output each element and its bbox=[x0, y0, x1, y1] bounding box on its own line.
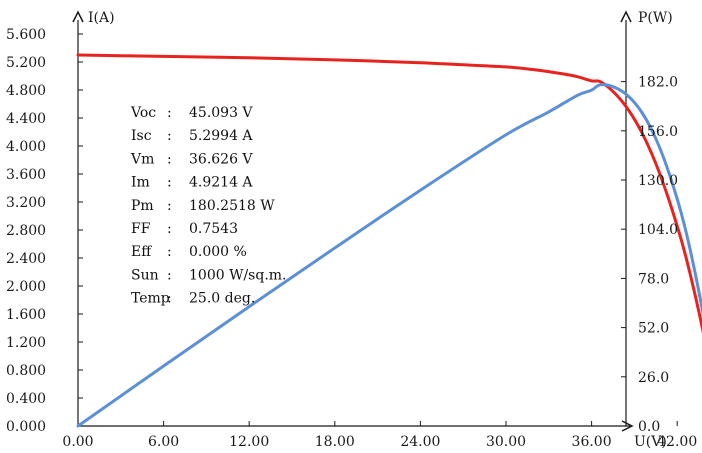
param-value: 0.7543 bbox=[189, 221, 238, 237]
param-row: Eff : 0.000 % bbox=[131, 244, 247, 260]
param-row: Voc : 45.093 V bbox=[130, 105, 253, 121]
param-row: Sun : 1000 W/sq.m. bbox=[131, 267, 287, 283]
param-row: Vm : 36.626 V bbox=[130, 151, 253, 167]
y2-tick-label: 130.0 bbox=[638, 173, 678, 189]
param-label: Eff bbox=[131, 244, 156, 260]
param-value: 0.000 % bbox=[189, 244, 247, 260]
param-value: 45.093 V bbox=[189, 105, 253, 121]
y-axis-title: I(A) bbox=[88, 10, 115, 26]
y-tick-label: 0.000 bbox=[6, 419, 46, 435]
param-label: Im bbox=[131, 175, 159, 191]
param-label: Vm bbox=[130, 151, 163, 167]
y2-tick-label: 0.0 bbox=[638, 419, 660, 435]
param-row: Isc : 5.2994 A bbox=[131, 128, 253, 144]
param-value: 1000 W/sq.m. bbox=[189, 267, 287, 283]
y-tick-label: 3.600 bbox=[6, 167, 46, 183]
y-tick-label: 4.800 bbox=[6, 83, 46, 99]
param-colon: : bbox=[167, 291, 172, 307]
y2-tick-label: 26.0 bbox=[638, 370, 669, 386]
param-value: 36.626 V bbox=[189, 151, 253, 167]
y-tick-label: 4.000 bbox=[6, 139, 46, 155]
x-tick-label: 24.00 bbox=[400, 434, 440, 450]
param-colon: : bbox=[167, 151, 172, 167]
param-value: 180.2518 W bbox=[189, 198, 275, 214]
param-colon: : bbox=[167, 175, 172, 191]
x-tick-label: 0.00 bbox=[62, 434, 93, 450]
param-colon: : bbox=[167, 198, 172, 214]
y-tick-label: 2.800 bbox=[6, 223, 46, 239]
y-tick-label: 4.400 bbox=[6, 111, 46, 127]
x-tick-label: 6.00 bbox=[148, 434, 179, 450]
y-tick-label: 0.800 bbox=[6, 363, 46, 379]
y2-tick-label: 52.0 bbox=[638, 321, 669, 337]
param-colon: : bbox=[167, 221, 172, 237]
x-tick-label: 30.00 bbox=[486, 434, 526, 450]
y2-tick-label: 182.0 bbox=[638, 75, 678, 91]
tick-labels: 0.000 0.400 0.800 1.200 1.600 2.000 2.400 2.800… bbox=[6, 10, 697, 450]
x-axis-title: U(V) bbox=[634, 434, 667, 450]
y-tick-label: 1.600 bbox=[6, 307, 46, 323]
y2-tick-label: 104.0 bbox=[638, 222, 678, 238]
param-label: Isc bbox=[131, 128, 156, 144]
param-row: Pm : 180.2518 W bbox=[131, 198, 275, 214]
y-tick-label: 5.200 bbox=[6, 55, 46, 71]
y-tick-label: 3.200 bbox=[6, 195, 46, 211]
x-tick-label: 12.00 bbox=[229, 434, 269, 450]
param-row: FF : 0.7543 bbox=[131, 221, 238, 237]
param-label: Voc bbox=[130, 105, 161, 121]
param-label: Temp bbox=[131, 291, 170, 307]
y-tick-label: 0.400 bbox=[6, 391, 46, 407]
param-row: Im : 4.9214 A bbox=[131, 175, 253, 191]
y-tick-label: 2.000 bbox=[6, 279, 46, 295]
x-tick-label: 36.00 bbox=[572, 434, 612, 450]
param-value: 4.9214 A bbox=[189, 175, 253, 191]
y-tick-label: 1.200 bbox=[6, 335, 46, 351]
param-colon: : bbox=[167, 267, 172, 283]
param-label: Sun bbox=[131, 267, 163, 283]
param-value: 5.2994 A bbox=[189, 128, 253, 144]
y2-tick-label: 78.0 bbox=[638, 271, 669, 287]
param-value: 25.0 deg. bbox=[189, 291, 255, 307]
y2-tick-label: 156.0 bbox=[638, 124, 678, 140]
param-colon: : bbox=[167, 128, 172, 144]
y-tick-label: 2.400 bbox=[6, 251, 46, 267]
y2-axis-title: P(W) bbox=[638, 10, 673, 26]
y-tick-label: 5.600 bbox=[6, 27, 46, 43]
parameter-panel: Voc : 45.093 V Isc : 5.2994 A Vm : 36.626 V Im… bbox=[130, 105, 287, 307]
x-tick-label: 18.00 bbox=[315, 434, 355, 450]
param-label: Pm bbox=[131, 198, 163, 214]
param-row: Temp: 25.0 deg. bbox=[131, 291, 255, 307]
param-colon: : bbox=[167, 105, 172, 121]
param-label: FF bbox=[131, 221, 159, 237]
param-colon: : bbox=[167, 244, 172, 260]
